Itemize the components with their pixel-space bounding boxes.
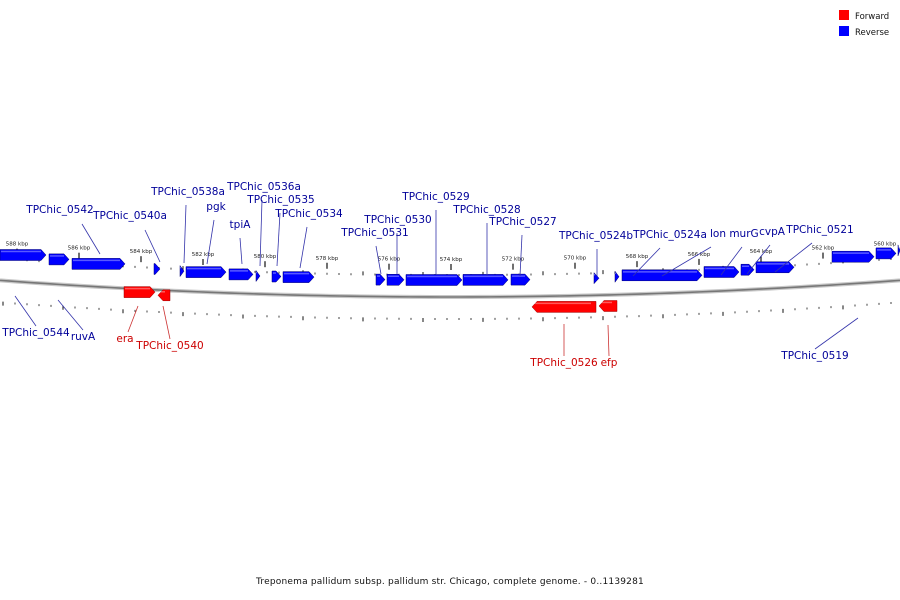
gene-label[interactable]: murG — [729, 228, 758, 240]
gene-leader-line — [239, 237, 243, 265]
ruler-tick-label: 560 kbp — [874, 241, 897, 247]
gene-label[interactable]: TPChic_0540 — [135, 340, 203, 352]
gene-leader-line — [774, 242, 813, 273]
gene-arrow-reverse — [282, 271, 315, 283]
gene-arrow-reverse — [386, 274, 405, 286]
tick-layer: 588 kbp 586 kbp 584 kbp 582 kbp 580 kbp 578 k… — [2, 241, 897, 322]
ruler-tick-label: 566 kbp — [688, 252, 711, 258]
ruler-tick-label: 588 kbp — [6, 242, 29, 248]
gene-label[interactable]: TPChic_0528 — [452, 204, 520, 216]
gene-leader-line — [14, 295, 37, 327]
gene-leader-line — [144, 229, 161, 263]
legend: Forward Reverse — [839, 10, 889, 38]
gene-arrow-reverse — [185, 266, 227, 278]
gene-arrow-reverse — [621, 269, 703, 282]
gene-arrow-reverse — [0, 249, 47, 261]
gene-label[interactable]: TPChic_0529 — [401, 191, 469, 203]
gene-leader-line — [276, 212, 281, 267]
gene-label[interactable]: TPChic_0524b — [558, 230, 633, 242]
gene-arrow-reverse — [897, 244, 900, 256]
gene-leader-line — [259, 199, 263, 267]
ruler-tick-label: 576 kbp — [378, 257, 401, 263]
gene-leader-line — [81, 223, 101, 255]
gene-leader-line — [607, 324, 610, 357]
gene-arrow-reverse — [831, 250, 875, 263]
gene-leader-line — [162, 305, 171, 340]
gene-label[interactable]: TPChic_0527 — [488, 216, 556, 228]
gene-label[interactable]: pgk — [206, 201, 226, 213]
gene-arrow-reverse — [510, 273, 531, 286]
ruler-tick-label: 562 kbp — [812, 246, 835, 252]
gene-label[interactable]: era — [116, 333, 133, 345]
gene-arrow-reverse — [179, 264, 185, 278]
ruler-tick-label: 574 kbp — [440, 257, 463, 263]
gene-leader-line — [661, 246, 712, 277]
gene-label[interactable]: TPChic_0526 — [529, 357, 598, 369]
legend-label-reverse: Reverse — [855, 28, 889, 38]
gene-arrow-forward — [531, 301, 597, 313]
gene-label[interactable]: TPChic_0538a — [150, 186, 225, 198]
gene-arrow-reverse — [71, 258, 126, 270]
gene-arrow-forward — [157, 289, 171, 302]
gene-leader-line — [299, 226, 308, 269]
gene-leader-line — [206, 219, 215, 265]
ruler-tick-label: 580 kbp — [254, 254, 277, 260]
gene-arrow-reverse — [375, 273, 386, 286]
gene-label[interactable]: lon — [710, 228, 726, 240]
gene-leader-line — [57, 299, 84, 331]
gene-label[interactable]: ruvA — [71, 331, 96, 343]
gene-label[interactable]: cvpA — [759, 226, 786, 238]
gene-leader-line — [183, 204, 187, 264]
gene-label[interactable]: TPChic_0542 — [25, 204, 93, 216]
gene-label[interactable]: TPChic_0519 — [780, 350, 848, 362]
gene-arrow-reverse — [255, 269, 261, 283]
ruler-tick-label: 572 kbp — [502, 257, 525, 263]
gene-arrow-reverse — [228, 268, 254, 281]
gene-leader-line — [375, 245, 382, 275]
legend-swatch-forward — [839, 10, 849, 20]
gene-label[interactable]: TPChic_0535 — [246, 194, 314, 206]
gene-label[interactable]: TPChic_0521 — [785, 224, 853, 236]
gene-arrow-reverse — [740, 263, 755, 276]
gene-arrow-reverse — [614, 270, 620, 283]
ruler-tick-label: 584 kbp — [130, 249, 153, 255]
legend-label-forward: Forward — [855, 12, 889, 22]
gene-leader-line — [519, 234, 523, 277]
ruler-tick-label: 586 kbp — [68, 246, 91, 252]
gene-arrow-reverse — [462, 274, 509, 286]
gene-label[interactable]: tpiA — [230, 219, 252, 231]
gene-leader-line — [814, 317, 859, 350]
gene-leader-line — [746, 244, 771, 275]
gene-leader-line — [632, 247, 661, 277]
gene-arrow-reverse — [271, 270, 282, 283]
ruler-tick-label: 578 kbp — [316, 256, 339, 262]
gene-leader-line — [127, 305, 139, 333]
gene-layer — [0, 244, 900, 313]
gene-arrow-reverse — [875, 247, 897, 260]
ruler-tick-label: 570 kbp — [564, 256, 587, 262]
legend-swatch-reverse — [839, 26, 849, 36]
gene-arrow-reverse — [405, 274, 463, 286]
gene-arrow-reverse — [48, 253, 70, 266]
gene-arrow-reverse — [153, 263, 161, 275]
gene-label[interactable]: TPChic_0531 — [340, 227, 408, 239]
gene-label[interactable]: TPChic_0524a — [632, 229, 707, 241]
ruler-tick-label: 568 kbp — [626, 254, 649, 260]
gene-label[interactable]: TPChic_0540a — [92, 210, 167, 222]
gene-arrow-reverse — [593, 272, 600, 285]
gene-label[interactable]: efp — [601, 357, 618, 369]
genome-caption: Treponema pallidum subsp. pallidum str. … — [256, 577, 644, 587]
gene-label[interactable]: TPChic_0544 — [1, 327, 70, 339]
gene-label[interactable]: TPChic_0534 — [274, 208, 343, 220]
ruler-tick-label: 564 kbp — [750, 249, 773, 255]
gene-arrow-forward — [123, 286, 156, 298]
gene-arrow-forward — [598, 300, 618, 312]
gene-label[interactable]: TPChic_0536a — [226, 181, 301, 193]
ruler-tick-label: 582 kbp — [192, 252, 215, 258]
gene-label[interactable]: TPChic_0530 — [363, 214, 431, 226]
gene-leader-line — [720, 246, 743, 276]
label-layer: TPChic_0542 TPChic_0540aTPChic_0538apgkTP… — [1, 181, 859, 369]
gene-arrow-reverse — [703, 266, 740, 278]
